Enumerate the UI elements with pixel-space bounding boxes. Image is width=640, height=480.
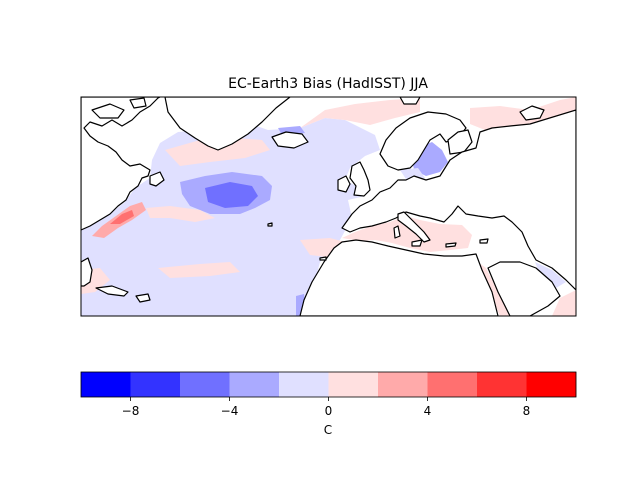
mediterranean-warm: [342, 216, 472, 252]
colorbar-tick-label: 4: [424, 404, 432, 418]
eurasia: [341, 109, 576, 291]
colorbar: −8 −4 0 4 8 C: [80, 371, 577, 437]
colorbar-tick-label: 0: [325, 404, 333, 418]
land-masses: [81, 97, 576, 316]
red-sea: [478, 262, 510, 316]
sicily: [411, 239, 423, 247]
ireland: [337, 175, 351, 193]
colorbar-bin: [180, 372, 230, 397]
cyprus: [479, 238, 489, 244]
newfoundland: [149, 171, 165, 187]
nordic-warm-strip: [300, 98, 420, 128]
finland: [447, 129, 473, 155]
baffin-island: [91, 103, 125, 119]
colorbar-tick-label: −8: [122, 404, 140, 418]
colorbar-ticks: −8 −4 0 4 8: [122, 397, 531, 418]
africa: [299, 239, 499, 316]
canary-islands: [319, 256, 327, 261]
colorbar-bin: [279, 372, 329, 397]
subtropical-warm: [158, 262, 240, 278]
gulf-stream-extension: [146, 206, 215, 222]
greenland-sea-warm: [165, 138, 270, 166]
sardinia: [393, 225, 401, 239]
azores: [267, 222, 273, 227]
cold-blob-inner: [205, 182, 258, 208]
florida: [81, 257, 93, 287]
iceland: [271, 131, 309, 149]
persian-gulf: [535, 262, 566, 288]
colorbar-bins: [81, 372, 577, 397]
colorbar-tick-label: −4: [221, 404, 239, 418]
novaya-zemlya: [519, 105, 545, 121]
map-panel: [80, 96, 577, 317]
colorbar-bin: [477, 372, 527, 397]
arabian-sea-edge: [552, 290, 576, 316]
colorbar-bin: [526, 372, 577, 397]
colorbar-tick-label: 8: [523, 404, 531, 418]
north-america: [81, 97, 161, 231]
colorbar-bin: [378, 372, 428, 397]
italy: [397, 211, 431, 243]
greenland: [164, 97, 291, 151]
arctic-island-1: [129, 97, 147, 109]
ocean-slight-cool: [81, 118, 380, 316]
crete: [445, 242, 457, 248]
arabian-peninsula: [487, 261, 561, 316]
colorbar-bin: [328, 372, 379, 397]
colorbar-bin: [427, 372, 478, 397]
great-britain: [349, 161, 371, 197]
map-title: EC-Earth3 Bias (HadISST) JJA: [228, 76, 428, 92]
colorbar-label: C: [324, 423, 332, 437]
svalbard: [399, 97, 421, 105]
cuba: [95, 285, 129, 297]
hispaniola: [135, 293, 151, 303]
colorbar-bin: [81, 372, 131, 397]
colorbar-bin: [229, 372, 280, 397]
colorbar-bin: [130, 372, 181, 397]
map-frame: [80, 96, 577, 317]
gulf-stream-core: [110, 210, 134, 224]
